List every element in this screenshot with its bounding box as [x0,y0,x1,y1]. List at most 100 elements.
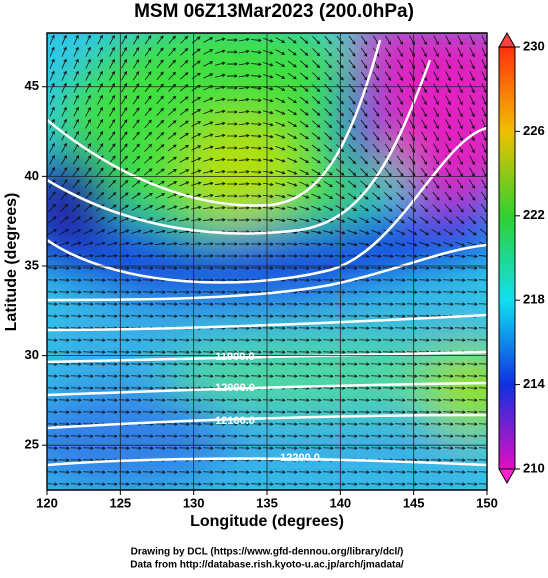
wind-arrow [481,59,487,70]
wind-arrow [226,302,238,306]
wind-arrow [106,446,118,450]
wind-arrow [359,204,369,212]
wind-arrow [371,217,382,223]
wind-arrow [406,386,418,390]
wind-arrow [47,434,58,438]
wind-arrow [58,386,70,390]
wind-arrow [397,47,403,58]
x-tick-label: 130 [183,495,205,510]
wind-arrow [481,131,487,142]
wind-arrow [191,96,201,103]
wind-arrow [73,155,80,165]
wind-arrow [478,374,487,378]
wind-arrow [190,362,202,366]
wind-arrow [445,47,451,58]
wind-arrow [346,410,358,414]
wind-arrow [370,422,382,426]
wind-arrow [167,217,178,222]
wind-arrow [202,217,214,222]
wind-arrow [95,216,105,223]
wind-arrow [396,167,404,177]
wind-arrow [286,278,298,282]
wind-arrow [58,446,70,450]
wind-arrow [275,145,286,151]
wind-arrow [263,98,274,103]
wind-arrow [61,106,67,117]
wind-arrow [226,446,238,450]
wind-arrow [179,157,190,163]
wind-arrow [370,266,382,270]
wind-arrow [468,191,476,201]
wind-arrow [202,254,214,258]
wind-arrow [191,205,202,210]
wind-arrow [406,434,418,438]
wind-arrow [360,47,368,57]
wind-arrow [61,82,67,93]
wind-arrow [469,71,475,82]
wind-arrow [121,83,128,93]
wind-arrow [97,70,103,81]
x-tick-label: 120 [36,495,58,510]
wind-arrow [433,35,439,46]
wind-arrow [215,109,226,114]
wind-arrow [466,458,478,462]
wind-arrow [73,130,79,141]
wind-arrow [275,73,286,79]
wind-arrow [478,302,487,306]
wind-arrow [454,470,466,474]
wind-arrow [430,266,442,270]
wind-arrow [358,350,370,354]
wind-arrow [190,470,202,474]
wind-arrow [178,434,190,438]
wind-arrow [94,434,106,438]
wind-arrow [226,470,238,474]
wind-arrow [478,410,487,414]
wind-arrow [324,132,333,140]
wind-arrow [179,181,190,187]
wind-arrow [130,350,142,354]
title: MSM 06Z13Mar2023 (200.0hPa) [134,1,414,22]
wind-arrow [348,83,356,93]
wind-arrow [142,434,154,438]
wind-arrow [385,59,392,69]
wind-arrow [454,326,466,330]
wind-arrow [346,422,358,426]
y-axis-label: Latitude (degrees) [3,193,20,332]
wind-arrow [262,374,274,378]
wind-arrow [58,278,70,282]
wind-arrow [348,95,356,105]
wind-arrow [107,241,118,246]
wind-arrow [274,242,286,246]
wind-arrow [456,179,464,189]
wind-arrow [121,34,127,45]
wind-arrow [263,170,274,175]
wind-arrow [322,242,334,247]
wind-arrow [250,194,262,198]
wind-arrow [469,143,475,154]
wind-arrow [430,434,442,438]
wind-arrow [94,338,106,342]
wind-arrow [178,290,190,294]
wind-arrow [360,156,368,165]
wind-arrow [298,362,310,366]
wind-arrow [382,302,394,306]
wind-arrow [286,398,298,402]
wind-arrow [59,229,70,235]
wind-arrow [226,74,238,78]
wind-arrow [275,170,286,175]
wind-arrow [407,229,418,235]
wind-arrow [190,302,202,306]
wind-arrow [250,266,262,270]
wind-arrow [58,482,70,486]
wind-arrow [478,446,487,450]
wind-arrow [469,59,475,70]
wind-arrow [323,230,334,235]
wind-arrow [312,108,321,116]
wind-arrow [322,254,334,258]
wind-arrow [47,266,58,270]
wind-arrow [131,180,141,188]
wind-arrow [430,410,442,414]
wind-arrow [214,398,226,402]
wind-arrow [155,193,166,199]
wind-arrow [132,95,140,105]
